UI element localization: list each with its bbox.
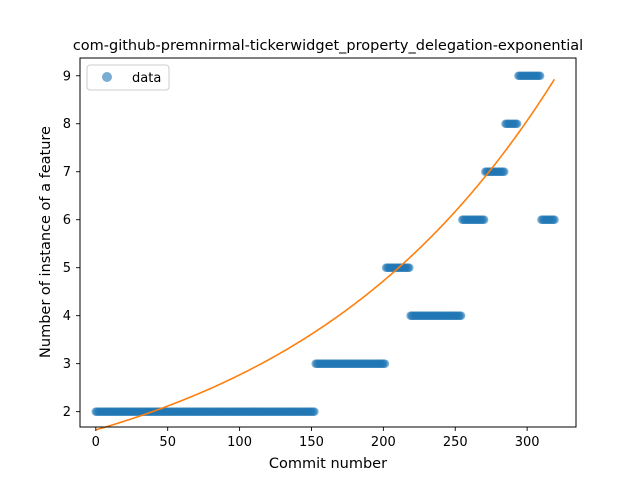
x-tick-label: 150 [299, 435, 324, 450]
x-tick-label: 100 [227, 435, 252, 450]
y-tick-label: 3 [63, 357, 71, 372]
y-tick-label: 9 [63, 69, 71, 84]
y-tick-label: 2 [63, 405, 71, 420]
y-tick-label: 7 [63, 165, 71, 180]
x-tick-label: 50 [159, 435, 176, 450]
data-point [404, 263, 414, 272]
data-point [499, 167, 509, 177]
legend-label-data: data [132, 71, 161, 86]
y-axis-title: Number of instance of a feature [38, 126, 54, 358]
legend-marker-data [102, 72, 112, 82]
y-axis: 2 3 4 5 6 7 8 9 [63, 69, 80, 420]
x-tick-label: 300 [515, 435, 540, 450]
data-point [456, 311, 466, 320]
y-tick-label: 6 [63, 213, 71, 228]
legend: data [86, 64, 170, 91]
chart-title: com-github-premnirmal-tickerwidget_prope… [73, 38, 583, 54]
data-point [550, 215, 559, 225]
data-point [310, 407, 319, 416]
data-point [535, 71, 545, 81]
y-tick-label: 5 [63, 261, 71, 276]
x-axis-title: Commit number [269, 456, 387, 472]
fit-line [95, 78, 556, 431]
plot-area [91, 71, 559, 431]
y-tick-label: 4 [63, 309, 71, 324]
x-axis: 0 50 100 150 200 250 300 [92, 427, 540, 450]
x-tick-label: 250 [443, 435, 468, 450]
data-point [479, 215, 489, 225]
legend-box [86, 64, 170, 91]
axes-frame [79, 57, 577, 428]
y-tick-label: 8 [63, 117, 71, 132]
x-tick-label: 0 [92, 435, 100, 450]
data-point [512, 119, 522, 129]
data-point [380, 359, 390, 368]
x-tick-label: 200 [371, 435, 396, 450]
